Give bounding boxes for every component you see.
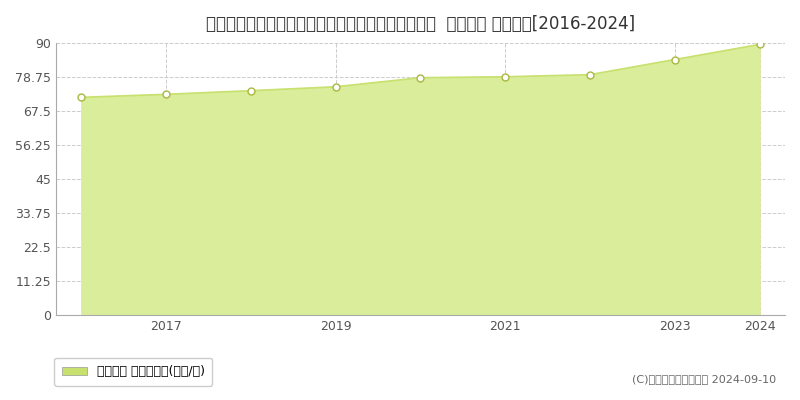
Legend: 地価公示 平均坪単価(万円/坪): 地価公示 平均坪単価(万円/坪)	[54, 358, 212, 386]
Point	[160, 91, 173, 98]
Point	[753, 41, 766, 48]
Point	[245, 88, 258, 94]
Point	[414, 74, 427, 81]
Point	[75, 94, 88, 100]
Text: (C)土地価格ドットコム 2024-09-10: (C)土地価格ドットコム 2024-09-10	[632, 374, 776, 384]
Point	[583, 72, 596, 78]
Point	[330, 84, 342, 90]
Point	[668, 56, 681, 63]
Point	[499, 74, 512, 80]
Title: 埼玉県さいたま市緑区太田窪３丁目１１４０番３外  地価公示 地価推移[2016-2024]: 埼玉県さいたま市緑区太田窪３丁目１１４０番３外 地価公示 地価推移[2016-2…	[206, 15, 635, 33]
